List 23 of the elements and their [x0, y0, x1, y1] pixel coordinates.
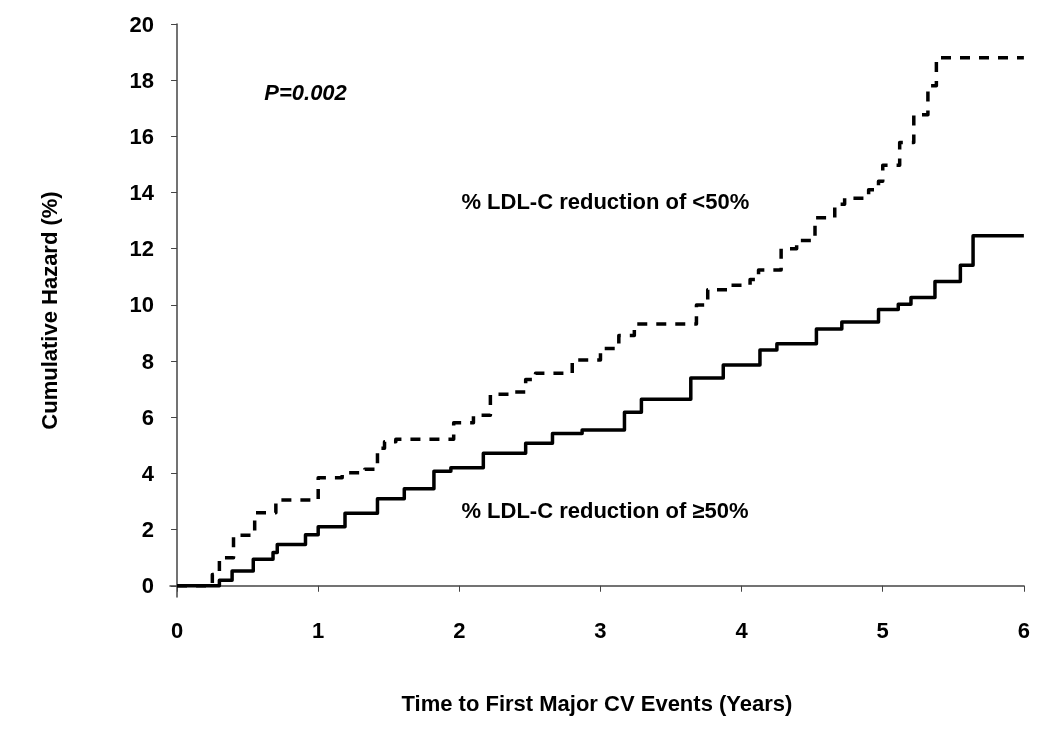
text: % LDL-C reduction of <50% — [461, 188, 750, 214]
x-tick-label: 4 — [735, 617, 749, 643]
y-tick-label: 2 — [141, 517, 154, 543]
y-tick-label: 20 — [129, 11, 154, 37]
x-axis-title: Time to First Major CV Events (Years) — [401, 690, 793, 716]
y-tick-label: 0 — [141, 573, 154, 599]
x-tick-label: 1 — [312, 617, 325, 643]
x-tick-label: 0 — [170, 617, 184, 643]
x-tick-label: 5 — [876, 617, 889, 643]
annotation: P=0.002 — [264, 79, 348, 105]
x-tick-label: 3 — [594, 617, 607, 643]
x-tick-label: 2 — [453, 617, 466, 643]
y-tick-label: 18 — [129, 67, 154, 93]
y-tick-label: 16 — [129, 123, 154, 149]
y-tick-label: 8 — [141, 348, 154, 374]
x-tick-label: 6 — [1017, 617, 1031, 643]
y-tick-label: 4 — [141, 460, 155, 486]
y-axis-title: Cumulative Hazard (%) — [36, 191, 62, 430]
y-tick-label: 14 — [129, 180, 155, 206]
y-tick-label: 10 — [129, 292, 154, 318]
y-tick-label: 6 — [141, 404, 154, 430]
y-tick-label: 12 — [129, 236, 154, 262]
series-label: % LDL-C reduction of ≥50% — [461, 498, 749, 524]
